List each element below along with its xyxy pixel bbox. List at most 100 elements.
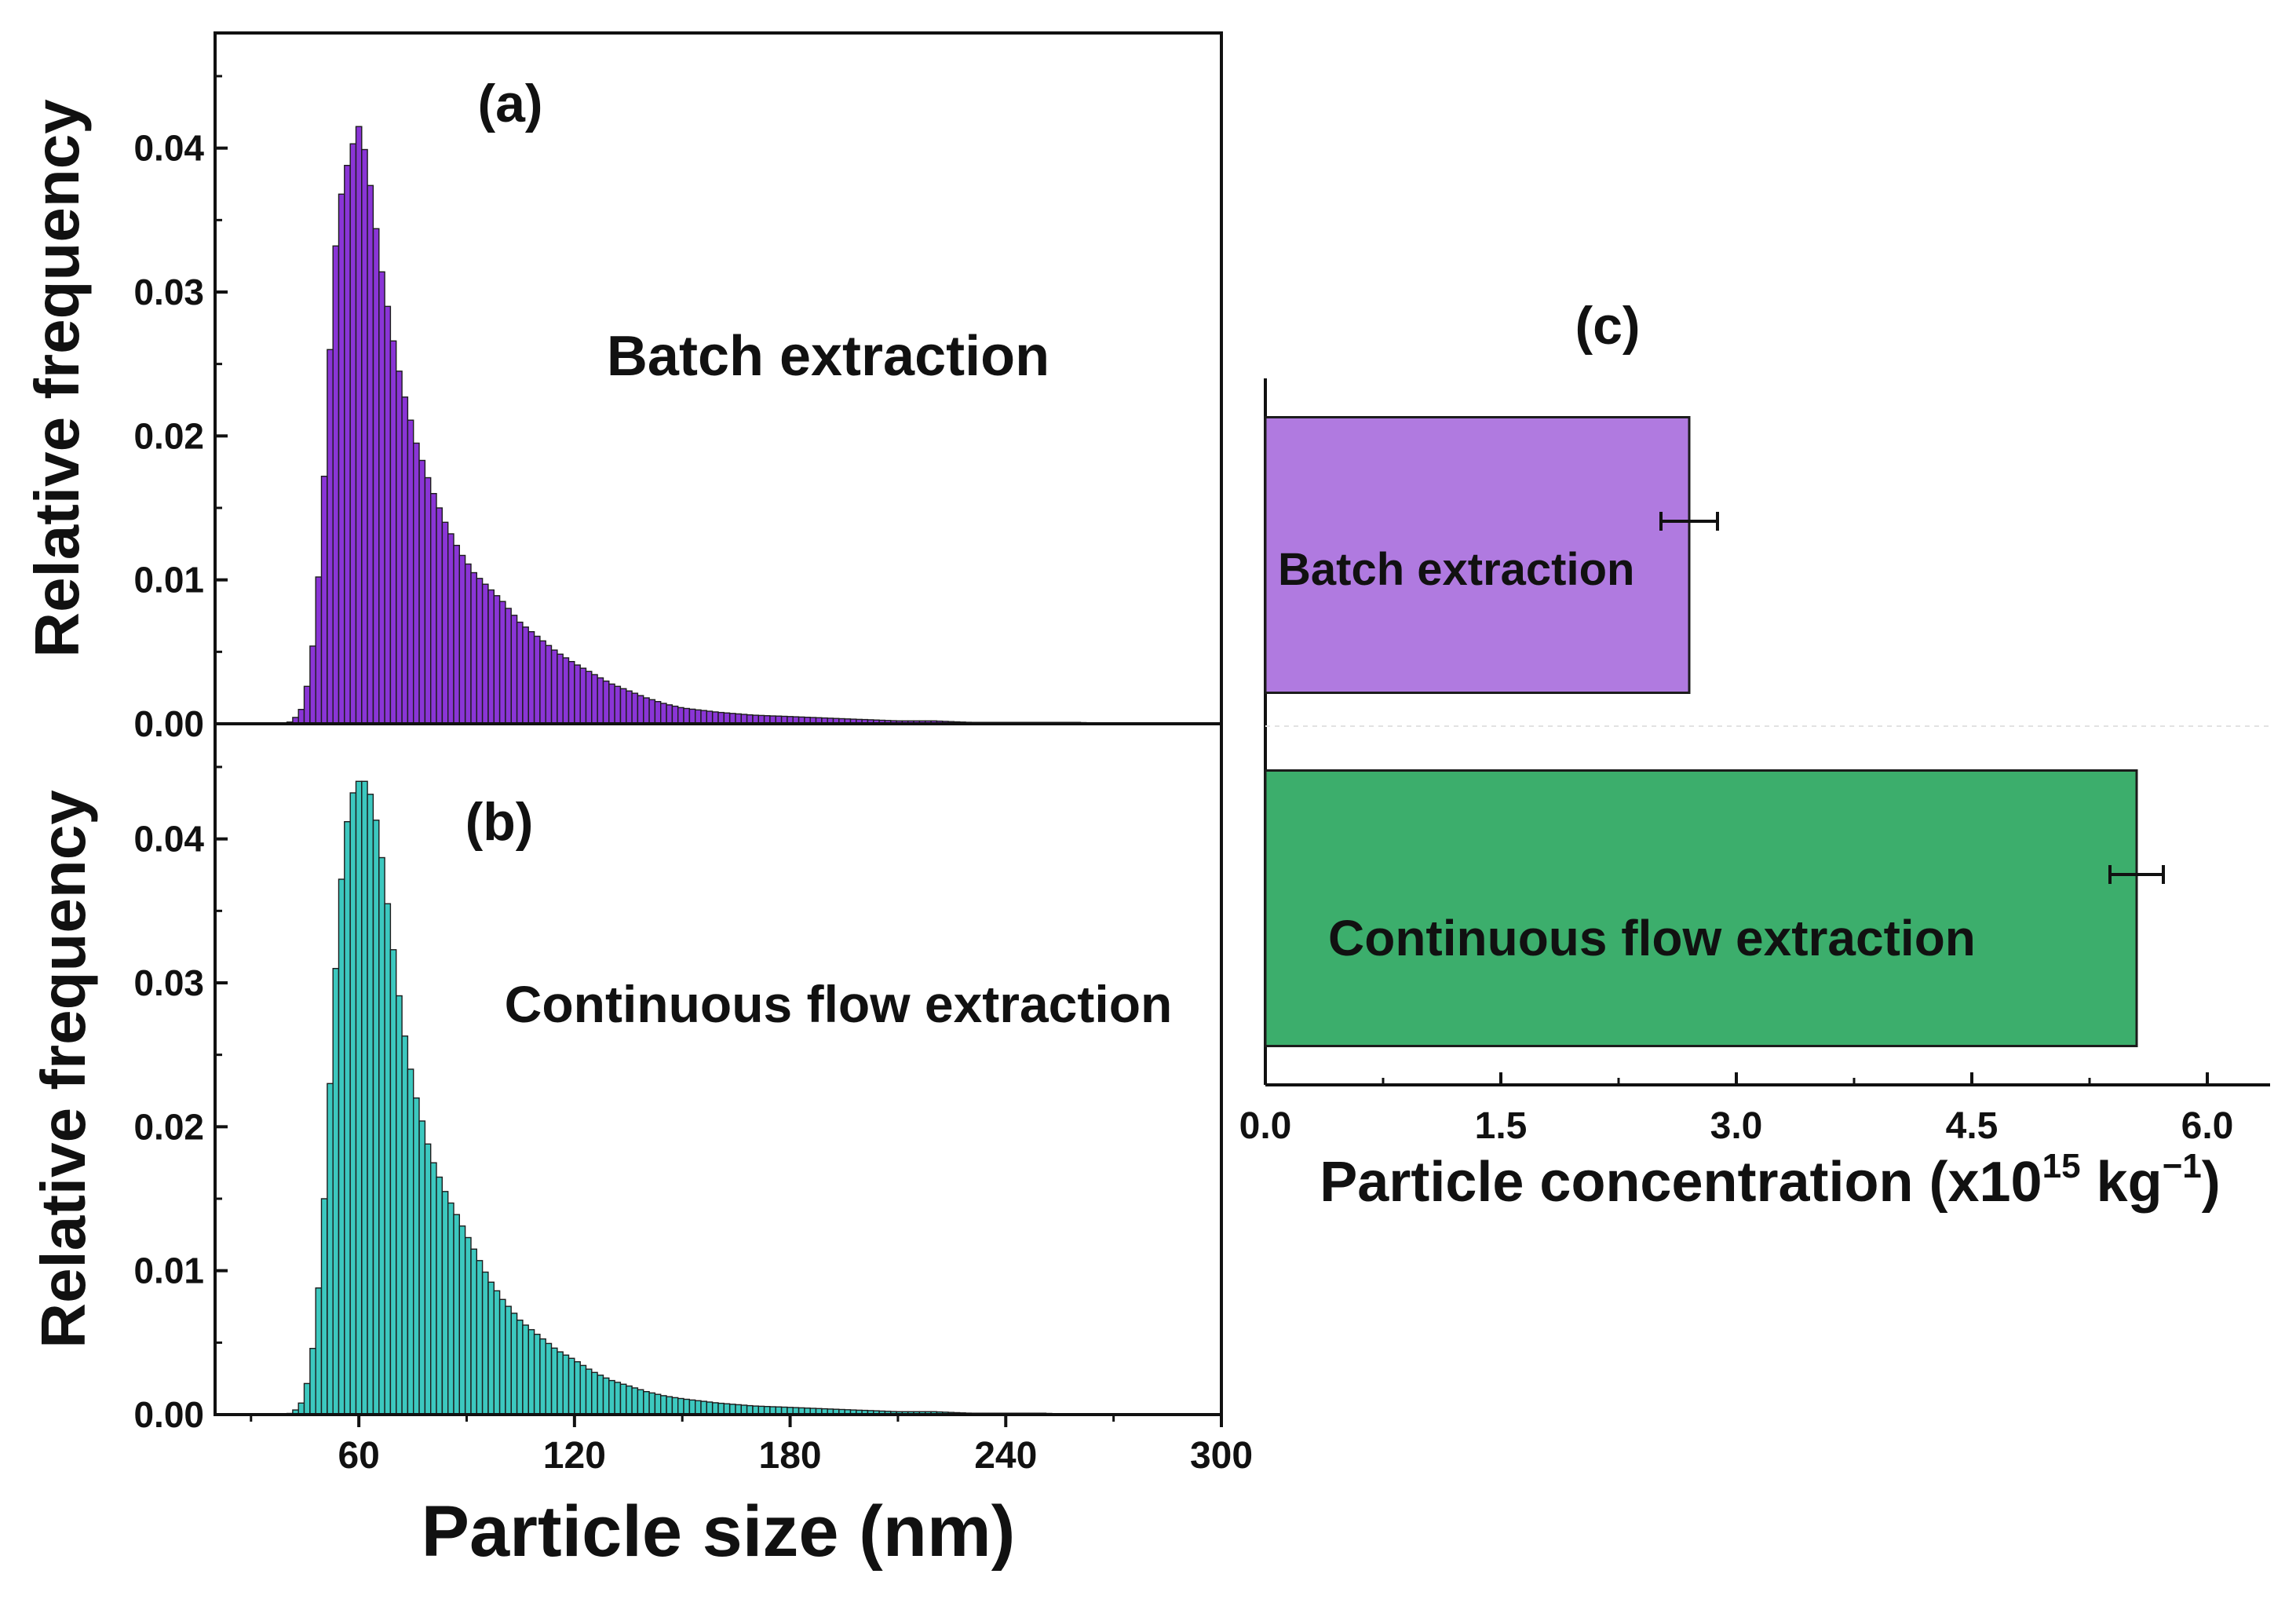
histogram-bar bbox=[453, 1214, 461, 1415]
histogram-bar bbox=[562, 657, 570, 725]
histogram-bar bbox=[700, 710, 708, 725]
histogram-bar bbox=[516, 621, 524, 725]
histogram-bar bbox=[384, 305, 392, 725]
histogram-bar bbox=[320, 476, 328, 725]
histogram-bar bbox=[695, 709, 702, 725]
histogram-bar bbox=[436, 507, 444, 725]
histogram-bar bbox=[626, 1385, 633, 1415]
histogram-bar bbox=[671, 705, 679, 725]
histogram-bar bbox=[327, 1083, 334, 1415]
histogram-bar bbox=[372, 820, 380, 1415]
panel-b-x-ticks: 60 120 180 240 300 bbox=[250, 1415, 1253, 1477]
bar bbox=[1264, 416, 1691, 694]
histogram-bar bbox=[533, 1333, 541, 1415]
histogram-bar bbox=[533, 635, 541, 725]
histogram-bar bbox=[614, 1382, 622, 1415]
histogram-bar bbox=[660, 703, 667, 725]
panel-c-x-ticks: 0.0 1.5 3.0 4.5 6.0 bbox=[1239, 1072, 2234, 1147]
x-tick-label: 300 bbox=[1190, 1435, 1253, 1477]
histogram-bar bbox=[378, 856, 385, 1415]
panel-a-label: (a) bbox=[477, 74, 542, 133]
histogram-bar bbox=[441, 521, 449, 725]
histogram-bar bbox=[637, 1389, 644, 1415]
histogram-bar bbox=[303, 685, 311, 725]
histogram-bar bbox=[648, 1392, 656, 1415]
category-label: Continuous flow extraction bbox=[1328, 910, 1976, 966]
histogram-bar bbox=[712, 711, 719, 725]
histogram-bar bbox=[401, 1035, 409, 1415]
panel-a-annotation: Batch extraction bbox=[607, 325, 1049, 388]
histogram-bar bbox=[458, 1225, 466, 1415]
panel-b-annotation: Continuous flow extraction bbox=[505, 975, 1173, 1033]
histogram-bar bbox=[396, 995, 403, 1415]
histogram-bar bbox=[643, 697, 650, 725]
histogram-bar bbox=[309, 1347, 316, 1415]
histogram-bar bbox=[315, 576, 323, 725]
histogram-bar bbox=[631, 1387, 639, 1415]
histogram-bar bbox=[700, 1400, 708, 1415]
histogram-bar bbox=[413, 442, 420, 725]
y-tick-label: 0.00 bbox=[133, 703, 204, 744]
panel-a-y-ticks: 0.00 0.01 0.02 0.03 0.04 bbox=[133, 75, 228, 744]
y-tick-label: 0.01 bbox=[133, 1251, 204, 1291]
histogram-bar bbox=[344, 820, 351, 1415]
histogram-bar bbox=[585, 670, 593, 725]
histogram-bar bbox=[626, 690, 633, 725]
panel-a-histogram: 0.00 0.01 0.02 0.03 0.04 (a) Batch extractio… bbox=[22, 31, 1223, 744]
histogram-bar bbox=[505, 608, 512, 725]
histogram-bar bbox=[493, 595, 501, 725]
histogram-bar bbox=[688, 1399, 696, 1415]
histogram-bar bbox=[327, 349, 334, 725]
y-tick-label: 0.03 bbox=[133, 272, 204, 312]
histogram-bar bbox=[510, 1313, 518, 1415]
histogram-bar bbox=[441, 1191, 449, 1415]
histogram-bar bbox=[498, 601, 506, 725]
histogram-bar bbox=[297, 1402, 305, 1415]
x-tick-label: 120 bbox=[543, 1435, 606, 1477]
histogram-bar bbox=[562, 1354, 570, 1415]
histogram-bar bbox=[637, 695, 644, 725]
histogram-bar bbox=[539, 640, 546, 725]
histogram-bar bbox=[447, 1202, 454, 1415]
histogram-bar bbox=[430, 493, 437, 725]
histogram-bar bbox=[522, 626, 529, 725]
x-tick-label: 6.0 bbox=[2181, 1105, 2234, 1147]
histogram-bar bbox=[487, 589, 495, 725]
histogram-bar bbox=[631, 692, 639, 725]
histogram-bar bbox=[332, 245, 340, 725]
panel-c-bar-chart: Batch extraction Continuous flow extracti… bbox=[1239, 296, 2270, 1214]
histogram-bar bbox=[723, 1403, 731, 1415]
histogram-bar bbox=[619, 688, 627, 725]
histogram-bar bbox=[695, 1400, 702, 1415]
y-tick-label: 0.00 bbox=[133, 1394, 204, 1435]
category-label: Batch extraction bbox=[1278, 544, 1634, 595]
histogram-bar bbox=[418, 459, 426, 725]
histogram-bar bbox=[344, 164, 351, 725]
histogram-bar bbox=[550, 1347, 558, 1415]
panel-c-bars: Batch extraction Continuous flow extracti… bbox=[1264, 416, 2165, 1047]
x-tick-label: 180 bbox=[759, 1435, 822, 1477]
histogram-bar bbox=[465, 563, 472, 725]
histogram-bar bbox=[498, 1298, 506, 1415]
histogram-bar bbox=[539, 1338, 546, 1415]
y-tick-label: 0.02 bbox=[133, 1106, 204, 1147]
histogram-bar bbox=[389, 340, 397, 725]
histogram-bar bbox=[579, 1364, 587, 1415]
histogram-bar bbox=[309, 645, 316, 725]
x-tick-label: 0.0 bbox=[1239, 1105, 1292, 1147]
panel-c-label: (c) bbox=[1575, 296, 1640, 356]
histogram-bar bbox=[407, 419, 414, 725]
histogram-bar bbox=[367, 184, 374, 725]
bar bbox=[1264, 769, 2138, 1047]
panel-c-x-axis-label: Particle concentration (x1015 kg−1) bbox=[1320, 1147, 2220, 1214]
histogram-bar bbox=[568, 1357, 575, 1415]
histogram-bar bbox=[355, 780, 363, 1415]
histogram-bar bbox=[591, 1371, 598, 1415]
x-tick-label: 240 bbox=[974, 1435, 1037, 1477]
histogram-bar bbox=[574, 664, 581, 725]
histogram-bar bbox=[545, 644, 553, 725]
histogram-bar bbox=[712, 1402, 719, 1415]
histogram-bar bbox=[585, 1368, 593, 1415]
panel-b-label: (b) bbox=[465, 792, 534, 852]
histogram-bar bbox=[470, 571, 478, 725]
